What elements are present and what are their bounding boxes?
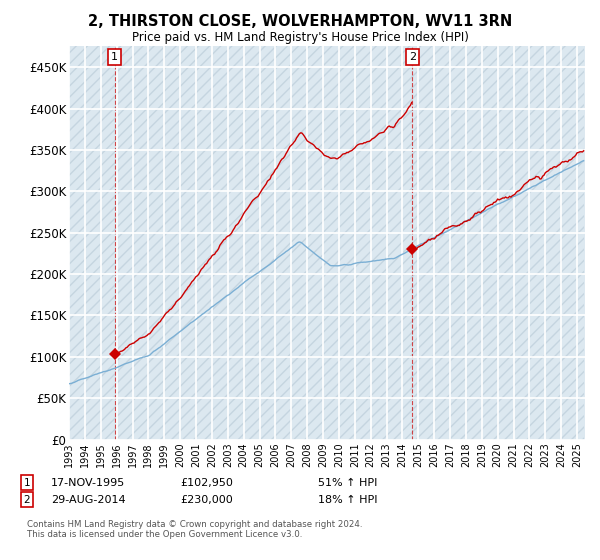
Text: 2, THIRSTON CLOSE, WOLVERHAMPTON, WV11 3RN: 2, THIRSTON CLOSE, WOLVERHAMPTON, WV11 3… bbox=[88, 14, 512, 29]
Text: £102,950: £102,950 bbox=[180, 478, 233, 488]
Text: 17-NOV-1995: 17-NOV-1995 bbox=[51, 478, 125, 488]
Text: £230,000: £230,000 bbox=[180, 494, 233, 505]
Text: 18% ↑ HPI: 18% ↑ HPI bbox=[318, 494, 377, 505]
Text: Price paid vs. HM Land Registry's House Price Index (HPI): Price paid vs. HM Land Registry's House … bbox=[131, 31, 469, 44]
Text: 1: 1 bbox=[111, 52, 118, 62]
Text: 51% ↑ HPI: 51% ↑ HPI bbox=[318, 478, 377, 488]
Text: Contains HM Land Registry data © Crown copyright and database right 2024.
This d: Contains HM Land Registry data © Crown c… bbox=[27, 520, 362, 539]
Text: 1: 1 bbox=[23, 478, 31, 488]
Text: 2: 2 bbox=[409, 52, 416, 62]
Text: 2: 2 bbox=[23, 494, 31, 505]
Text: 29-AUG-2014: 29-AUG-2014 bbox=[51, 494, 125, 505]
